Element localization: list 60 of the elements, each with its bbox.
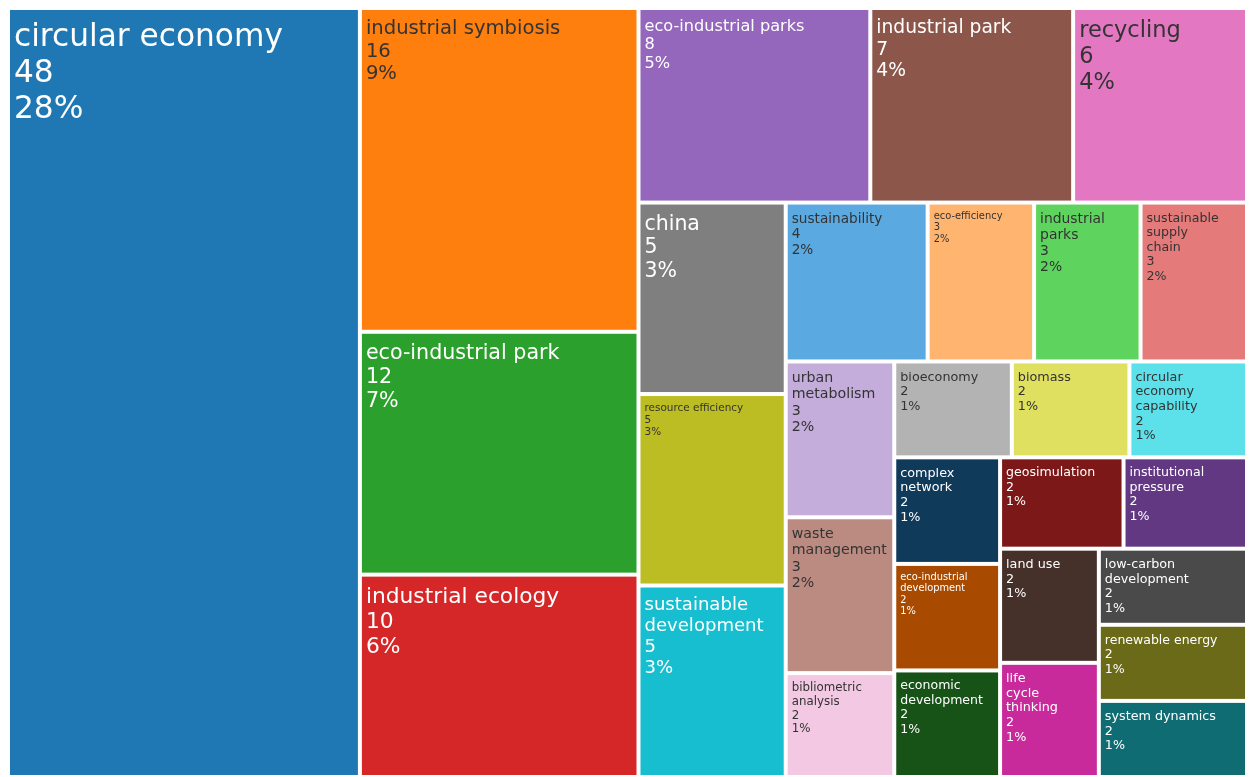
- category-label: sustainable development: [644, 593, 764, 636]
- category-label: industrial symbiosis: [365, 16, 561, 40]
- data-label: 2 1%: [1006, 570, 1027, 601]
- data-label: 2 1%: [900, 493, 921, 524]
- data-label: 2 1%: [900, 706, 921, 736]
- data-label: 2 1%: [1135, 412, 1156, 443]
- data-label: 5 3%: [644, 412, 662, 437]
- data-label: 2 1%: [900, 383, 921, 414]
- data-label: 5 3%: [644, 234, 677, 282]
- category-label: bioeconomy: [900, 368, 979, 384]
- category-label: waste management: [791, 524, 888, 558]
- category-label: industrial ecology: [365, 583, 560, 609]
- data-label: 3 2%: [1040, 241, 1063, 274]
- category-label: resource efficiency: [644, 400, 744, 413]
- data-label: 2 1%: [900, 593, 916, 617]
- category-label: sustainable supply chain: [1146, 209, 1220, 254]
- data-label: 2 1%: [791, 707, 811, 736]
- data-label: 2 1%: [1104, 722, 1126, 753]
- data-label: 7 4%: [876, 37, 906, 81]
- category-label: eco-industrial park: [365, 340, 560, 365]
- category-label: urban metabolism: [791, 369, 876, 402]
- data-label: 3 2%: [791, 557, 815, 590]
- category-label: recycling: [1079, 16, 1181, 43]
- category-label: circular economy: [14, 17, 283, 54]
- data-label: 2 1%: [1006, 714, 1027, 744]
- category-label: bibliometric analysis: [791, 680, 862, 708]
- category-label: economic development: [900, 677, 983, 707]
- data-label: 2 1%: [1006, 478, 1027, 509]
- data-label: 6 4%: [1079, 42, 1115, 94]
- data-label: 48 28%: [14, 53, 84, 126]
- category-label: industrial park: [876, 16, 1012, 38]
- category-label: renewable energy: [1104, 631, 1219, 647]
- category-label: sustainability: [791, 209, 883, 226]
- data-label: 2 1%: [1104, 646, 1125, 676]
- category-label: biomass: [1017, 368, 1072, 384]
- data-label: 3 2%: [1146, 253, 1167, 283]
- data-label: 16 9%: [365, 38, 397, 85]
- category-label: eco-efficiency: [933, 209, 1003, 221]
- data-label: 5 3%: [644, 634, 674, 677]
- data-label: 2 1%: [1017, 383, 1039, 414]
- data-label: 8 5%: [644, 34, 671, 72]
- category-label: land use: [1006, 555, 1061, 571]
- category-label: geosimulation: [1006, 464, 1096, 480]
- data-label: 3 2%: [933, 221, 950, 244]
- data-label: 10 6%: [365, 608, 401, 659]
- data-label: 12 7%: [365, 363, 399, 412]
- category-label: low-carbon development: [1104, 555, 1189, 586]
- data-label: 4 2%: [791, 225, 814, 258]
- category-label: complex network: [900, 464, 955, 495]
- category-label: industrial parks: [1040, 209, 1105, 242]
- category-label: system dynamics: [1104, 708, 1217, 724]
- category-label: life cycle thinking: [1006, 670, 1058, 715]
- category-label: china: [644, 210, 700, 235]
- category-label: eco-industrial parks: [644, 15, 805, 35]
- category-label: institutional pressure: [1129, 464, 1205, 494]
- data-label: 2 1%: [1104, 585, 1126, 615]
- category-label: circular economy capability: [1135, 368, 1198, 414]
- data-label: 3 2%: [791, 401, 815, 435]
- data-label: 2 1%: [1129, 493, 1150, 523]
- category-label: eco-industrial development: [900, 571, 968, 594]
